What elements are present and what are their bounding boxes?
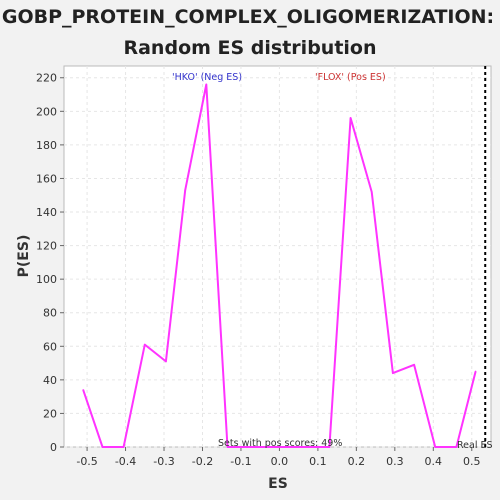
y-tick-label: 180 <box>36 139 57 152</box>
x-tick-label: 0.5 <box>463 455 481 468</box>
x-tick-label: 0.0 <box>271 455 289 468</box>
neg-es-label: 'HKO' (Neg ES) <box>172 72 242 83</box>
chart-title-line-2: Random ES distribution <box>123 37 376 59</box>
y-tick-label: 80 <box>43 307 57 320</box>
x-tick-label: 0.2 <box>348 455 366 468</box>
chart-title-line-1: GOBP_PROTEIN_COMPLEX_OLIGOMERIZATION: <box>2 6 494 28</box>
x-tick-label: -0.1 <box>230 455 251 468</box>
data-point <box>143 343 146 346</box>
data-point <box>474 370 477 373</box>
x-tick-label: 0.1 <box>309 455 327 468</box>
x-tick-label: 0.4 <box>425 455 443 468</box>
y-tick-label: 120 <box>36 240 57 253</box>
data-point <box>392 372 394 374</box>
y-axis-label: P(ES) <box>16 235 32 278</box>
data-point <box>82 389 85 391</box>
x-tick-label: 0.3 <box>386 455 404 468</box>
real-es-label: Real ES <box>457 440 493 451</box>
x-tick-label: -0.2 <box>192 455 213 468</box>
data-point <box>370 191 373 193</box>
plot-area <box>63 65 492 448</box>
data-point <box>184 189 186 192</box>
y-tick-label: 140 <box>36 206 57 219</box>
y-tick-label: 200 <box>36 105 57 118</box>
y-tick-label: 0 <box>50 441 57 454</box>
y-tick-label: 40 <box>43 374 57 387</box>
data-point <box>413 363 415 366</box>
y-tick-label: 20 <box>43 407 57 420</box>
data-point <box>226 446 229 448</box>
data-point <box>122 446 125 448</box>
x-tick-label: -0.4 <box>115 455 136 468</box>
grid <box>64 66 491 448</box>
data-point <box>205 83 208 86</box>
x-axis-label: ES <box>268 476 288 492</box>
y-tick-label: 160 <box>36 172 57 185</box>
pos-es-label: 'FLOX' (Pos ES) <box>315 72 386 83</box>
data-point <box>165 360 167 363</box>
y-tick-label: 60 <box>43 340 57 353</box>
sets-pos-scores-label: Sets with pos scores: 49% <box>218 438 342 449</box>
y-tick-label: 100 <box>36 273 57 286</box>
x-tick-label: -0.3 <box>153 455 174 468</box>
y-tick-label: 220 <box>36 72 57 85</box>
data-point <box>349 117 352 119</box>
data-point <box>101 446 104 448</box>
series-layer <box>82 83 477 448</box>
data-point <box>455 446 458 448</box>
x-tick-label: -0.5 <box>76 455 97 468</box>
axes: 0 20 40 60 80 100 120 140 160 180 200 220 -0.5 -0.4 -0… <box>36 72 481 468</box>
data-point <box>328 446 331 448</box>
data-point <box>434 446 437 448</box>
data-point <box>247 446 250 448</box>
